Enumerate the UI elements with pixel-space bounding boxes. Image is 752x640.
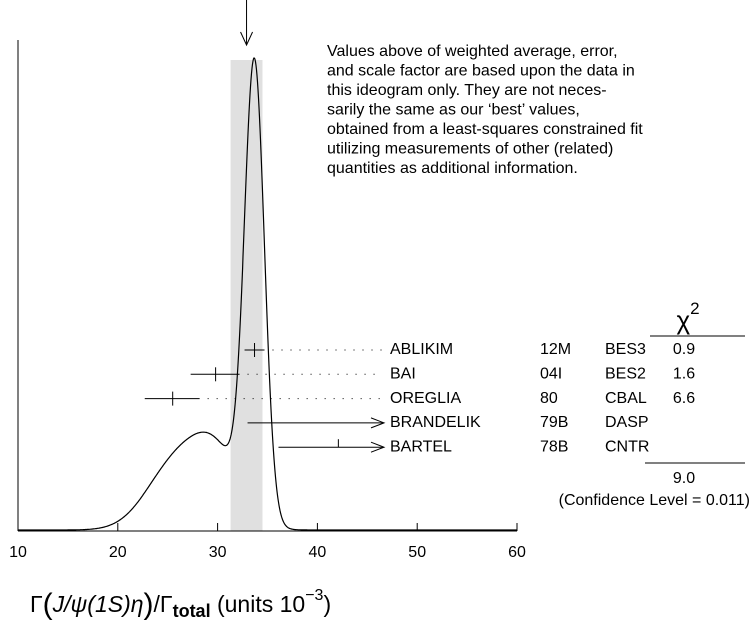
x-label-part: ) (323, 591, 331, 617)
chi2-value: 0.9 (673, 341, 695, 358)
x-axis-label: Γ(J/ψ(1S)η)/Γtotal (units 10−3) (30, 587, 331, 621)
measurement-year: 78B (540, 438, 568, 455)
measurement-name: ABLIKIM (390, 341, 453, 358)
ideogram-curve (18, 57, 517, 531)
limit-arrowhead (370, 417, 386, 429)
note-line: this ideogram only. They are not neces- (327, 82, 607, 99)
chi2-symbol: χ (676, 305, 690, 335)
chi2-value: 6.6 (673, 390, 695, 407)
chi2-total: 9.0 (673, 470, 695, 487)
note-line: sarily the same as our ‘best’ values, (327, 102, 580, 119)
measurement-year: 79B (540, 414, 568, 431)
chi2-header: χ2 (676, 299, 699, 334)
chi2-value: 1.6 (673, 366, 695, 383)
note-line: utilizing measurements of other (related… (327, 141, 613, 158)
x-label-part: J/ψ(1S)η (52, 591, 144, 617)
note-line: and scale factor are based upon the data… (327, 63, 635, 80)
x-tick-label: 10 (9, 544, 27, 561)
x-tick-label: 40 (309, 544, 327, 561)
x-tick-label: 20 (109, 544, 127, 561)
limit-arrowhead (370, 441, 386, 453)
x-tick-label: 60 (508, 544, 526, 561)
note-line: obtained from a least-squares constraine… (327, 121, 643, 138)
measurement-name: OREGLIA (390, 390, 461, 407)
measurement-year: 04I (540, 366, 562, 383)
measurement-name: BARTEL (390, 438, 452, 455)
x-label-part: /Γ (154, 591, 173, 617)
chi2-superscript: 2 (690, 299, 699, 318)
confidence-level: (Confidence Level = 0.011) (559, 492, 750, 509)
measurement-year: 12M (540, 341, 571, 358)
average-arrowhead (240, 31, 253, 47)
measurement-year: 80 (540, 390, 558, 407)
x-label-part: (units 10 (211, 591, 306, 617)
x-label-part: ( (43, 588, 53, 621)
x-tick-label: 30 (209, 544, 227, 561)
measurement-experiment: CNTR (605, 438, 649, 455)
x-label-part: Γ (30, 591, 43, 617)
measurement-name: BRANDELIK (390, 414, 481, 431)
average-band (230, 60, 263, 531)
note-line: quantities as additional information. (327, 160, 578, 177)
x-label-part: −3 (305, 587, 323, 604)
measurement-experiment: CBAL (605, 390, 647, 407)
measurement-name: BAI (390, 366, 416, 383)
x-label-part: total (173, 601, 211, 621)
x-tick-label: 50 (408, 544, 426, 561)
note-line: Values above of weighted average, error, (327, 43, 618, 60)
x-label-part: ) (144, 588, 154, 621)
measurement-experiment: BES2 (605, 366, 646, 383)
measurement-experiment: BES3 (605, 341, 646, 358)
measurement-experiment: DASP (605, 414, 649, 431)
